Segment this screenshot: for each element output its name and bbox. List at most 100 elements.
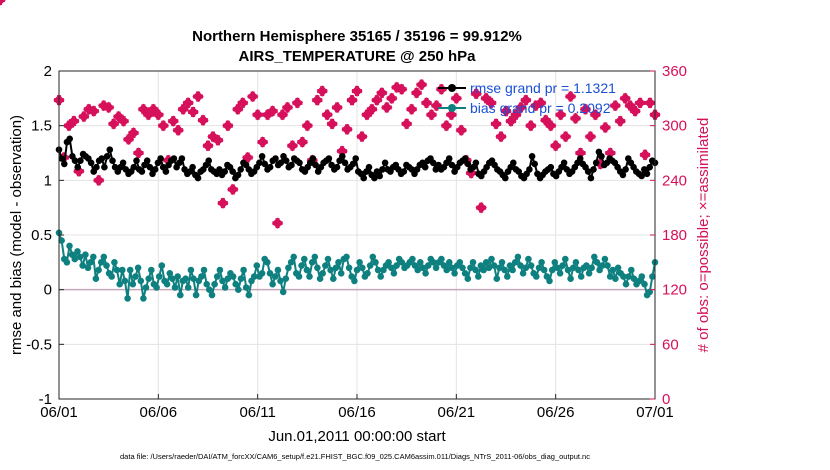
obs-possible-marker: [559, 130, 572, 143]
bias-point: [232, 280, 239, 288]
rmse-point: [58, 155, 65, 162]
bias-point: [301, 255, 308, 263]
rmse-point: [622, 166, 629, 173]
bias-point: [129, 280, 137, 288]
bias-point: [564, 266, 572, 274]
rmse-point: [376, 172, 384, 180]
rmse-point: [643, 170, 651, 178]
bias-point: [591, 253, 598, 261]
obs-possible-marker: [425, 109, 438, 121]
bias-point: [124, 295, 131, 302]
rmse-point: [74, 163, 81, 171]
y-right-tick-label: 240: [662, 172, 687, 189]
bias-point: [82, 251, 89, 258]
obs-possible-marker: [0, 0, 6, 6]
bias-point: [585, 270, 593, 277]
y-tick-label: 0: [44, 282, 52, 299]
obs-possible-marker: [227, 183, 239, 196]
obs-possible-marker: [405, 103, 418, 115]
bias-point: [424, 262, 432, 269]
bias-point: [303, 266, 311, 274]
bias-point: [649, 273, 656, 280]
obs-possible-marker: [132, 147, 145, 159]
bias-point: [213, 273, 221, 280]
bias-point: [103, 262, 110, 269]
rmse-point: [333, 163, 341, 171]
y-tick-label: 0.5: [31, 227, 52, 244]
rmse-point: [266, 163, 274, 171]
rmse-point: [464, 160, 472, 168]
bias-point: [461, 270, 469, 277]
bias-point: [63, 259, 71, 266]
rmse-point: [592, 159, 600, 167]
obs-possible-marker: [311, 94, 323, 106]
bias-point: [527, 262, 535, 269]
bias-point: [464, 275, 472, 283]
rmse-point: [71, 157, 79, 164]
rmse-point: [547, 163, 555, 171]
rmse-point: [256, 159, 263, 167]
obs-possible-marker: [351, 85, 363, 97]
obs-possible-marker: [599, 121, 611, 134]
x-tick-label: 06/01: [40, 404, 78, 421]
obs-possible-marker: [430, 99, 443, 112]
bias-point: [345, 264, 353, 272]
bias-point: [287, 259, 295, 266]
bias-point: [200, 266, 208, 274]
bias-point: [155, 273, 163, 280]
y-right-tick-label: 300: [662, 118, 687, 135]
obs-possible-marker: [326, 118, 338, 130]
bias-point: [187, 266, 195, 274]
bias-point: [253, 262, 261, 269]
obs-possible-marker: [475, 202, 487, 214]
chart-subtitle: AIRS_TEMPERATURE @ 250 hPa: [239, 48, 477, 65]
bias-point: [271, 273, 279, 280]
legend-bias-marker: [448, 104, 456, 112]
bias-point: [604, 262, 611, 269]
bias-point: [235, 286, 242, 294]
bias-point: [208, 291, 216, 299]
bias-point: [126, 266, 134, 274]
bias-point: [66, 242, 73, 250]
bias-point: [216, 266, 224, 274]
rmse-point: [510, 159, 517, 167]
bias-point: [366, 262, 374, 269]
rmse-point: [106, 146, 114, 153]
bias-point: [601, 255, 609, 263]
rmse-point: [646, 163, 653, 171]
bias-point: [562, 255, 569, 263]
bias-point: [198, 273, 205, 280]
rmse-point: [234, 171, 242, 179]
rmse-series: [55, 135, 659, 182]
rmse-point: [379, 166, 386, 173]
obs-possible-marker: [525, 120, 537, 132]
rmse-point: [288, 161, 295, 169]
bias-point: [475, 273, 482, 280]
rmse-point: [162, 168, 170, 175]
bias-point: [606, 273, 614, 280]
bias-point: [324, 255, 332, 263]
rmse-point: [101, 163, 108, 171]
bias-point: [332, 264, 340, 272]
rmse-point: [598, 153, 605, 160]
bias-point: [319, 270, 327, 277]
bias-point: [140, 295, 147, 302]
y-right-tick-label: 360: [662, 63, 687, 80]
bias-point: [572, 259, 580, 266]
bias-point: [538, 259, 545, 266]
y-tick-label: 2: [44, 63, 52, 80]
rmse-point: [349, 160, 357, 168]
bias-point: [92, 275, 100, 283]
bias-point: [282, 275, 290, 283]
bias-point: [97, 259, 105, 266]
bias-point: [498, 259, 506, 266]
rmse-point: [133, 157, 140, 164]
rmse-point: [61, 160, 68, 168]
obs-possible-marker: [217, 197, 229, 209]
rmse-point: [143, 157, 151, 164]
bias-point: [145, 275, 152, 283]
bias-point: [190, 275, 197, 283]
bias-point: [369, 253, 377, 261]
bias-point: [177, 291, 184, 299]
